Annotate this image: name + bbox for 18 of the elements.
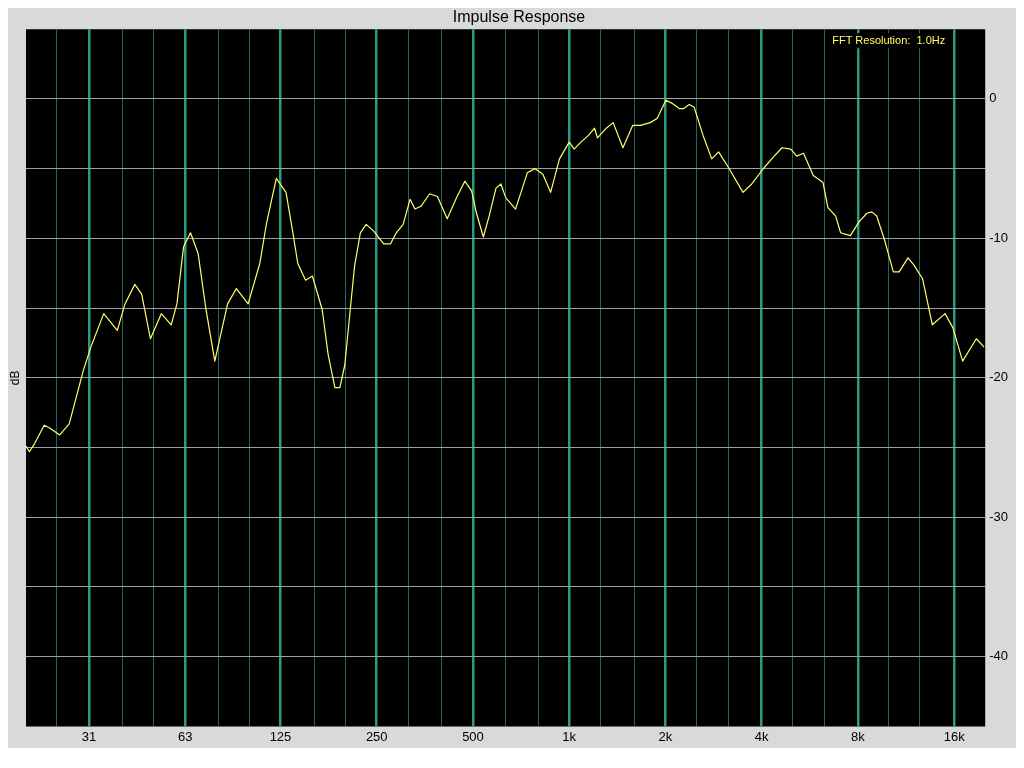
chart-title: Impulse Response (452, 8, 586, 26)
y-tick-label: -30 (989, 508, 1009, 524)
y-axis-title: dB (8, 370, 23, 386)
x-tick-label: 31 (81, 728, 97, 744)
y-tick-label: -40 (989, 648, 1009, 664)
annotation: FFT Resolution: 1.0Hz (832, 33, 946, 46)
y-tick-label: -10 (989, 229, 1009, 245)
x-tick-label: 16k (943, 728, 966, 744)
x-tick-label: 1k (562, 728, 577, 744)
x-tick-label: 250 (365, 728, 388, 744)
x-tick-label: 63 (178, 728, 193, 744)
x-tick-label: 4k (754, 728, 770, 744)
x-tick-label: 2k (658, 728, 673, 744)
y-tick-label: -20 (989, 369, 1009, 385)
y-tick-label: 0 (989, 90, 997, 106)
x-tick-label: 125 (269, 728, 292, 744)
x-tick-label: 8k (851, 728, 866, 744)
x-tick-label: 500 (462, 728, 484, 744)
